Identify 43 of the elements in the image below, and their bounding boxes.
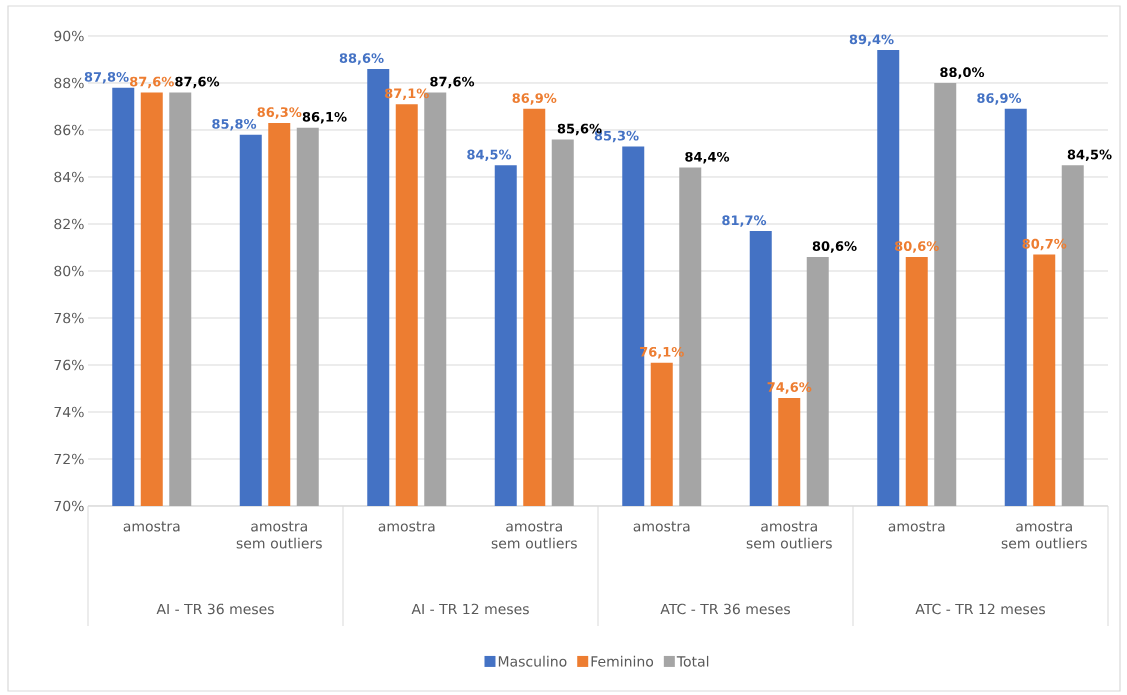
legend-label: Feminino bbox=[591, 655, 654, 667]
data-label: 86,1% bbox=[302, 111, 347, 124]
x-tick-label: amostra bbox=[378, 521, 435, 532]
y-tick-label: 70% bbox=[54, 500, 84, 512]
data-label: 84,5% bbox=[467, 149, 512, 162]
data-label: 84,4% bbox=[685, 151, 730, 164]
data-label: 87,8% bbox=[84, 71, 129, 84]
x-tick-label: amostra bbox=[123, 521, 180, 532]
x-tick-label: amostra sem outliers bbox=[491, 521, 577, 549]
data-label: 87,6% bbox=[430, 76, 475, 89]
x-tick-label: amostra bbox=[633, 521, 690, 532]
data-label: 84,5% bbox=[1067, 149, 1112, 162]
data-label: 86,3% bbox=[257, 107, 302, 119]
legend-label: Total bbox=[676, 655, 709, 667]
y-tick-label: 80% bbox=[54, 265, 84, 277]
data-label: 89,4% bbox=[849, 34, 894, 46]
text: ATC - TR 12 meses bbox=[915, 603, 1045, 615]
y-tick-label: 88% bbox=[54, 77, 84, 89]
data-label: 88,0% bbox=[940, 67, 985, 79]
y-tick-label: 86% bbox=[54, 124, 84, 136]
data-label: 86,9% bbox=[977, 93, 1022, 105]
y-tick-label: 82% bbox=[54, 218, 84, 230]
x-tick-label: amostra sem outliers bbox=[1001, 521, 1087, 549]
x-tick-label: amostra sem outliers bbox=[746, 521, 832, 549]
legend-label: Masculino bbox=[498, 655, 567, 667]
x-tick-label: amostra bbox=[888, 521, 945, 532]
y-tick-label: 84% bbox=[54, 171, 84, 183]
text: AI - TR 36 meses bbox=[156, 603, 274, 615]
text: AI - TR 12 meses bbox=[411, 603, 529, 615]
data-label: 85,8% bbox=[212, 118, 257, 131]
y-tick-label: 72% bbox=[54, 453, 84, 465]
y-tick-label: 78% bbox=[54, 312, 84, 324]
data-label: 86,9% bbox=[512, 93, 557, 105]
y-tick-label: 90% bbox=[54, 30, 84, 42]
data-label: 80,6% bbox=[812, 241, 857, 253]
text: ATC - TR 36 meses bbox=[660, 603, 790, 615]
y-tick-label: 74% bbox=[54, 406, 84, 418]
data-label: 81,7% bbox=[722, 215, 767, 227]
data-label: 88,6% bbox=[339, 53, 384, 65]
x-tick-label: amostra sem outliers bbox=[236, 521, 322, 549]
data-label: 87,6% bbox=[130, 76, 174, 89]
data-label: 87,6% bbox=[175, 76, 220, 89]
y-tick-label: 76% bbox=[54, 359, 84, 371]
